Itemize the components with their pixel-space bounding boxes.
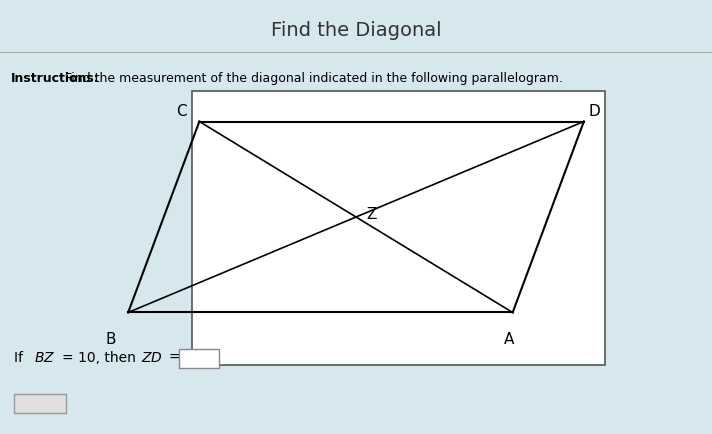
FancyBboxPatch shape [192, 91, 605, 365]
FancyBboxPatch shape [179, 349, 219, 368]
Text: Check: Check [22, 397, 58, 410]
Text: Z: Z [367, 207, 377, 222]
Text: = 10, then: = 10, then [62, 351, 140, 365]
Text: A: A [504, 332, 514, 347]
Text: D: D [589, 104, 600, 119]
Text: Find the measurement of the diagonal indicated in the following parallelogram.: Find the measurement of the diagonal ind… [61, 72, 562, 85]
Text: B: B [105, 332, 115, 347]
Text: C: C [177, 104, 187, 119]
Text: Find the Diagonal: Find the Diagonal [271, 21, 441, 40]
FancyBboxPatch shape [14, 394, 66, 413]
Text: Instructions:: Instructions: [11, 72, 100, 85]
Text: $BZ$: $BZ$ [34, 351, 56, 365]
Text: If: If [14, 351, 28, 365]
Text: $ZD$: $ZD$ [141, 351, 163, 365]
Text: =: = [169, 351, 180, 365]
